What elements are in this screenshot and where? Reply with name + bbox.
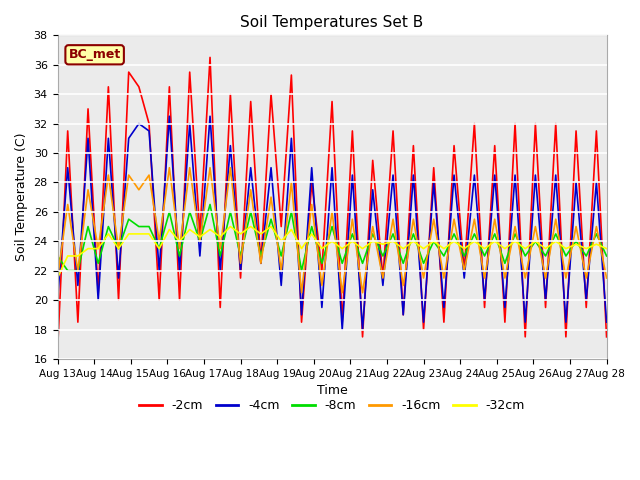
-8cm: [593, 231, 600, 237]
-2cm: [206, 55, 214, 60]
Y-axis label: Soil Temperature (C): Soil Temperature (C): [15, 133, 28, 262]
-4cm: [54, 297, 61, 303]
-16cm: [562, 275, 570, 281]
-8cm: [64, 268, 72, 274]
-32cm: [54, 275, 61, 281]
-32cm: [603, 246, 611, 252]
X-axis label: Time: Time: [317, 384, 348, 397]
-8cm: [277, 253, 285, 259]
-16cm: [268, 194, 275, 200]
Line: -8cm: -8cm: [58, 204, 607, 271]
-16cm: [603, 275, 611, 281]
-4cm: [115, 275, 122, 281]
-16cm: [115, 246, 122, 252]
-32cm: [186, 227, 193, 232]
-16cm: [166, 165, 173, 170]
-8cm: [206, 202, 214, 207]
-32cm: [115, 246, 122, 252]
-16cm: [593, 224, 600, 229]
-32cm: [552, 239, 559, 244]
-16cm: [156, 239, 163, 244]
-2cm: [54, 348, 61, 354]
-4cm: [196, 253, 204, 259]
-4cm: [603, 319, 611, 325]
Title: Soil Temperatures Set B: Soil Temperatures Set B: [241, 15, 424, 30]
-16cm: [54, 275, 61, 281]
-8cm: [125, 216, 132, 222]
Text: BC_met: BC_met: [68, 48, 121, 61]
Line: -4cm: -4cm: [58, 116, 607, 329]
-2cm: [593, 128, 600, 134]
-32cm: [268, 224, 275, 229]
-32cm: [227, 224, 234, 229]
-32cm: [593, 241, 600, 247]
-32cm: [156, 246, 163, 252]
-2cm: [603, 334, 611, 340]
-2cm: [186, 69, 193, 75]
-2cm: [156, 297, 163, 303]
-8cm: [166, 209, 173, 215]
-4cm: [268, 165, 275, 170]
-2cm: [115, 297, 122, 303]
Line: -32cm: -32cm: [58, 227, 607, 278]
-4cm: [166, 113, 173, 119]
Legend: -2cm, -4cm, -8cm, -16cm, -32cm: -2cm, -4cm, -8cm, -16cm, -32cm: [134, 395, 530, 418]
-4cm: [339, 326, 346, 332]
Line: -2cm: -2cm: [58, 58, 607, 351]
-16cm: [298, 290, 305, 296]
-4cm: [593, 180, 600, 185]
-16cm: [196, 239, 204, 244]
-8cm: [603, 253, 611, 259]
-4cm: [156, 268, 163, 274]
-8cm: [562, 253, 570, 259]
-4cm: [562, 319, 570, 325]
-2cm: [552, 120, 559, 126]
-8cm: [196, 239, 204, 244]
-8cm: [54, 253, 61, 259]
Line: -16cm: -16cm: [58, 168, 607, 293]
-2cm: [268, 91, 275, 97]
